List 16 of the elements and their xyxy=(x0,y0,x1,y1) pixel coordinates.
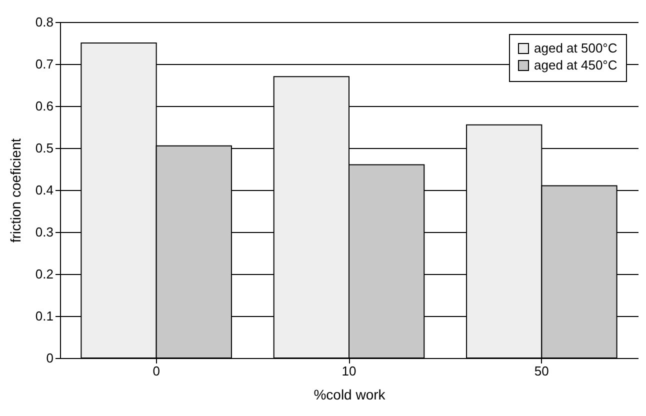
x-tick-label: 0 xyxy=(152,364,160,378)
y-tick-label: 0.6 xyxy=(35,98,54,114)
x-tick-label: 10 xyxy=(342,364,356,378)
x-tick-label: 50 xyxy=(534,364,549,378)
x-axis-title: %cold work xyxy=(314,386,386,402)
y-tick-label: 0.5 xyxy=(35,140,54,156)
y-tick-label: 0.1 xyxy=(35,308,54,324)
legend-label: aged at 500°C xyxy=(534,40,618,56)
y-axis-title: friction coeficient xyxy=(7,138,24,243)
y-tick-label: 0 xyxy=(46,350,54,366)
y-tick-label: 0.4 xyxy=(35,182,54,198)
y-tick-label: 0.8 xyxy=(35,14,54,30)
y-tick-label: 0.3 xyxy=(35,224,54,240)
y-tick-label: 0.2 xyxy=(35,266,54,282)
legend-label: aged at 450°C xyxy=(534,58,618,72)
y-tick-label: 0.7 xyxy=(35,56,54,72)
